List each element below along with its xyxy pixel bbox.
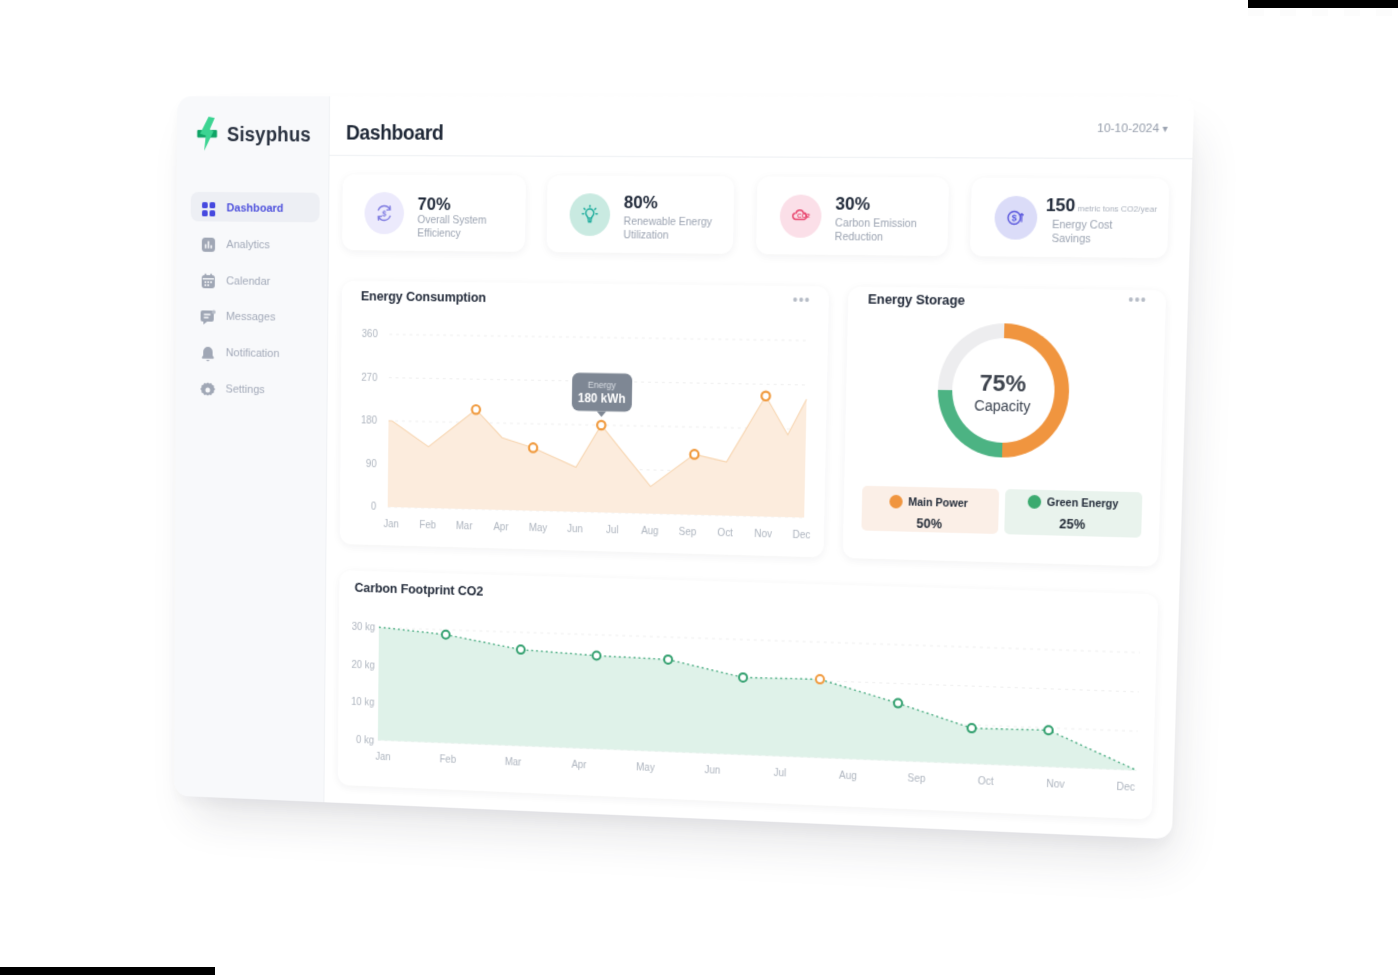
svg-text:Jun: Jun: [704, 765, 720, 777]
svg-text:90: 90: [366, 459, 377, 471]
svg-text:$: $: [382, 208, 387, 217]
svg-text:Jul: Jul: [606, 525, 619, 537]
svg-text:270: 270: [361, 372, 378, 384]
svg-text:Mar: Mar: [505, 757, 522, 769]
svg-text:May: May: [636, 762, 655, 774]
svg-text:Sep: Sep: [679, 527, 697, 539]
svg-text:Dec: Dec: [1116, 781, 1135, 793]
svg-text:180 kWh: 180 kWh: [578, 392, 626, 407]
svg-text:Feb: Feb: [419, 520, 436, 532]
svg-text:Oct: Oct: [717, 528, 733, 540]
svg-text:Nov: Nov: [754, 529, 772, 541]
svg-text:Apr: Apr: [571, 759, 587, 771]
svg-text:10 kg: 10 kg: [351, 697, 374, 709]
svg-text:Oct: Oct: [978, 776, 994, 788]
svg-text:Jan: Jan: [383, 519, 399, 531]
svg-text:Jul: Jul: [773, 768, 786, 780]
svg-text:$: $: [1012, 212, 1018, 223]
svg-text:0: 0: [371, 502, 377, 514]
svg-text:Sep: Sep: [907, 773, 926, 785]
svg-text:20 kg: 20 kg: [352, 660, 375, 672]
svg-text:Aug: Aug: [641, 526, 659, 538]
svg-text:0 kg: 0 kg: [356, 735, 374, 747]
svg-text:Aug: Aug: [839, 770, 857, 782]
svg-text:Apr: Apr: [493, 522, 509, 534]
svg-text:180: 180: [361, 416, 378, 428]
svg-text:May: May: [529, 523, 548, 535]
svg-text:360: 360: [362, 329, 379, 341]
svg-text:CO2: CO2: [797, 213, 811, 221]
svg-text:30 kg: 30 kg: [352, 622, 375, 634]
svg-text:Dec: Dec: [792, 530, 810, 542]
svg-text:Mar: Mar: [456, 521, 473, 533]
svg-text:Jan: Jan: [375, 751, 390, 763]
svg-text:Jun: Jun: [567, 524, 583, 536]
svg-text:Energy: Energy: [588, 379, 617, 390]
svg-text:Nov: Nov: [1046, 779, 1065, 791]
svg-text:Feb: Feb: [440, 754, 457, 766]
